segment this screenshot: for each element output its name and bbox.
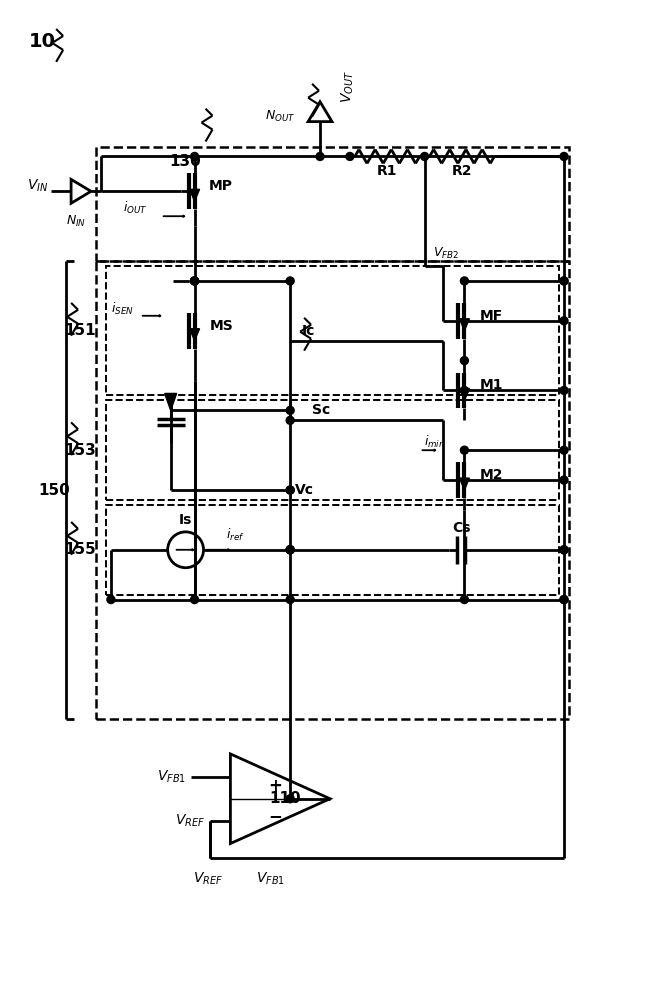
Text: MP: MP	[209, 179, 232, 193]
Text: −: −	[268, 807, 282, 825]
Circle shape	[346, 152, 354, 160]
Text: R1: R1	[377, 164, 398, 178]
Text: $V_{FB2}$: $V_{FB2}$	[432, 246, 459, 261]
Text: $V_{FB1}$: $V_{FB1}$	[256, 870, 285, 887]
Polygon shape	[190, 329, 199, 341]
Text: 10: 10	[30, 32, 56, 51]
Text: Vc: Vc	[295, 483, 314, 497]
Text: Sc: Sc	[312, 403, 331, 417]
Circle shape	[286, 546, 294, 554]
Circle shape	[286, 486, 294, 494]
Text: MF: MF	[480, 309, 502, 323]
Text: $V_{OUT}$: $V_{OUT}$	[340, 70, 356, 103]
Bar	[96, 261, 569, 719]
Circle shape	[420, 152, 428, 160]
Text: $i_{SEN}$: $i_{SEN}$	[112, 301, 134, 317]
Circle shape	[286, 546, 294, 554]
Circle shape	[461, 446, 468, 454]
Circle shape	[560, 317, 568, 325]
Circle shape	[560, 476, 568, 484]
Circle shape	[286, 795, 294, 803]
Text: $V_{FB1}$: $V_{FB1}$	[157, 769, 186, 785]
Text: Cs: Cs	[452, 521, 471, 535]
Circle shape	[286, 596, 294, 604]
Circle shape	[286, 406, 294, 414]
Text: $N_{OUT}$: $N_{OUT}$	[264, 109, 295, 124]
Text: 130: 130	[170, 154, 201, 169]
Circle shape	[191, 596, 199, 604]
Circle shape	[286, 277, 294, 285]
Text: 151: 151	[64, 323, 96, 338]
Text: $i_{ref}$: $i_{ref}$	[226, 527, 245, 543]
Text: $V_{IN}$: $V_{IN}$	[27, 177, 48, 194]
Text: M1: M1	[480, 378, 503, 392]
Circle shape	[560, 446, 568, 454]
Circle shape	[461, 386, 468, 394]
Text: $V_{REF}$: $V_{REF}$	[175, 812, 205, 829]
Text: $N_{IN}$: $N_{IN}$	[66, 214, 86, 229]
Text: Ic: Ic	[302, 324, 316, 338]
Circle shape	[191, 277, 199, 285]
Text: 150: 150	[38, 483, 70, 498]
Circle shape	[316, 152, 324, 160]
Circle shape	[191, 277, 199, 285]
Text: Is: Is	[179, 513, 192, 527]
Bar	[106, 266, 559, 395]
Text: $i_{mir}$: $i_{mir}$	[424, 434, 445, 450]
Circle shape	[191, 152, 199, 160]
Polygon shape	[459, 388, 470, 400]
Circle shape	[461, 357, 468, 365]
Circle shape	[461, 277, 468, 285]
Circle shape	[286, 546, 294, 554]
Circle shape	[560, 546, 568, 554]
Text: MS: MS	[209, 319, 234, 333]
Text: 110: 110	[270, 791, 301, 806]
Text: R2: R2	[452, 164, 472, 178]
Circle shape	[286, 416, 294, 424]
Circle shape	[560, 596, 568, 604]
Circle shape	[286, 486, 294, 494]
Text: $i_{OUT}$: $i_{OUT}$	[123, 200, 148, 216]
Circle shape	[560, 277, 568, 285]
Text: 153: 153	[64, 443, 96, 458]
Circle shape	[560, 152, 568, 160]
Circle shape	[191, 277, 199, 285]
Circle shape	[560, 546, 568, 554]
Bar	[106, 505, 559, 595]
Circle shape	[560, 596, 568, 604]
Polygon shape	[190, 189, 199, 201]
Circle shape	[461, 596, 468, 604]
Circle shape	[107, 596, 115, 604]
Polygon shape	[165, 393, 176, 410]
Text: $V_{REF}$: $V_{REF}$	[194, 870, 224, 887]
Bar	[106, 400, 559, 500]
Polygon shape	[459, 478, 470, 490]
Text: +: +	[268, 777, 282, 795]
Circle shape	[560, 277, 568, 285]
Polygon shape	[459, 319, 470, 331]
Circle shape	[560, 386, 568, 394]
Text: M2: M2	[480, 468, 503, 482]
Bar	[96, 147, 569, 261]
Text: 155: 155	[64, 542, 96, 557]
